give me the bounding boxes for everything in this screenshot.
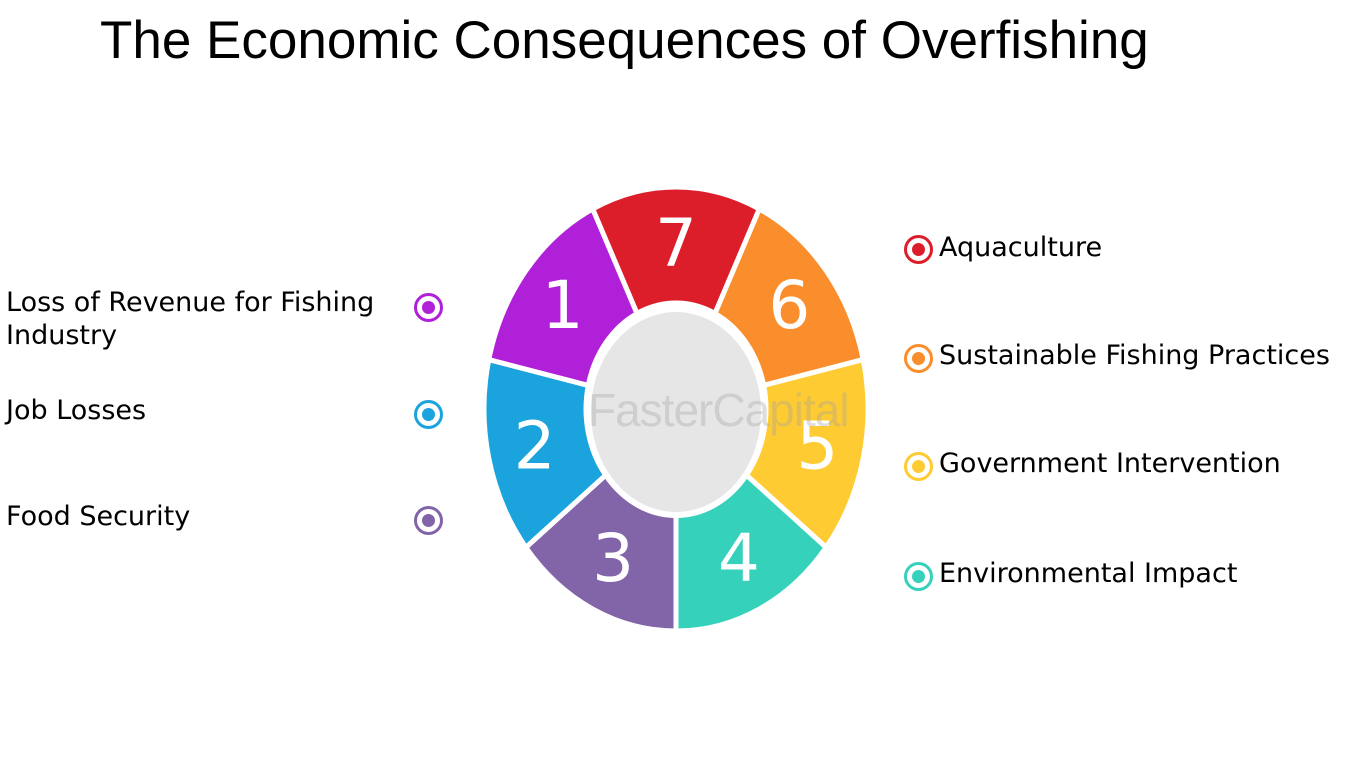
ring-number-4: 4: [718, 520, 760, 597]
marker-environmental-impact: [904, 562, 933, 591]
ring-number-6: 6: [768, 267, 810, 344]
label-job-losses: Job Losses: [6, 395, 147, 426]
marker-government-intervention: [904, 452, 933, 481]
label-government-intervention: Government Intervention: [939, 448, 1281, 479]
ring-number-5: 5: [796, 407, 838, 484]
ring-center-hole: [585, 306, 767, 518]
ring-number-2: 2: [514, 407, 556, 484]
label-aquaculture: Aquaculture: [939, 232, 1103, 263]
watermark: FasterCapital: [588, 384, 850, 436]
label-food-security: Food Security: [6, 501, 191, 532]
ring-segment-6: [712, 206, 866, 388]
label-sustainable-fishing: Sustainable Fishing Practices: [939, 340, 1330, 371]
ring-segment-1: [486, 206, 640, 388]
marker-aquaculture: [904, 235, 933, 264]
marker-loss-of-revenue: [414, 293, 443, 322]
ring-number-3: 3: [592, 520, 634, 597]
page-title: The Economic Consequences of Overfishing: [100, 11, 1149, 70]
marker-job-losses: [414, 400, 443, 429]
marker-sustainable-fishing: [904, 344, 933, 373]
ring-number-7: 7: [655, 205, 697, 282]
marker-food-security: [414, 506, 443, 535]
label-environmental-impact: Environmental Impact: [939, 558, 1238, 589]
label-loss-of-revenue: Loss of Revenue for Fishing Industry: [6, 287, 375, 351]
ring-number-1: 1: [542, 267, 584, 344]
ring-segment-7: [590, 184, 762, 316]
